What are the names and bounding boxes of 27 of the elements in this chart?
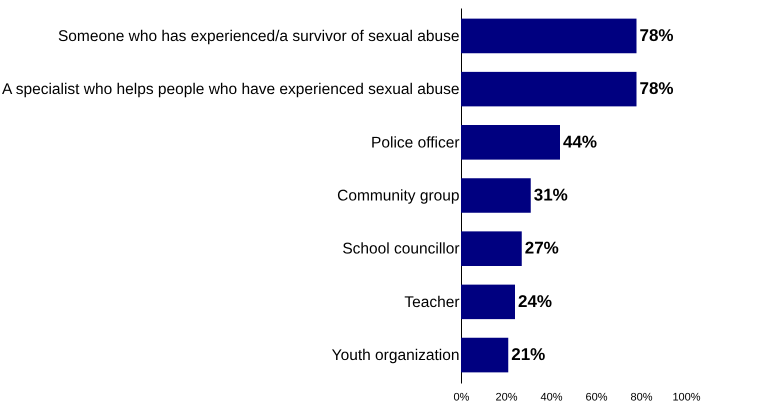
y-tick-label: Police officer [371, 134, 460, 152]
x-tick-label: 40% [540, 392, 563, 404]
bar [461, 284, 515, 320]
data-label: 31% [534, 186, 568, 204]
bar [461, 178, 531, 213]
bar [461, 72, 636, 106]
x-tick-label: 100% [672, 392, 701, 404]
data-label: 44% [563, 132, 598, 152]
bar [461, 338, 508, 372]
y-tick-label: Teacher [404, 294, 460, 311]
data-label: 78% [640, 26, 674, 45]
y-tick-label: A specialist who helps people who have experienced sexual abuse [2, 81, 460, 98]
x-tick-label: 0% [454, 392, 470, 404]
y-tick-label: Community group [337, 188, 460, 204]
y-tick-label: Youth organization [332, 347, 460, 364]
data-label: 78% [640, 79, 674, 98]
bar [461, 231, 522, 266]
data-label: 24% [518, 292, 552, 311]
y-tick-label: School councillor [342, 240, 460, 258]
bar [461, 125, 560, 160]
x-tick-label: 20% [495, 392, 518, 404]
x-tick-label: 80% [630, 392, 653, 404]
data-label: 27% [524, 238, 559, 258]
data-label: 21% [511, 345, 546, 364]
bar [461, 18, 636, 54]
y-tick-label: Someone who has experienced/a survivor of sexual abuse [58, 28, 460, 45]
x-tick-label: 60% [585, 392, 608, 404]
